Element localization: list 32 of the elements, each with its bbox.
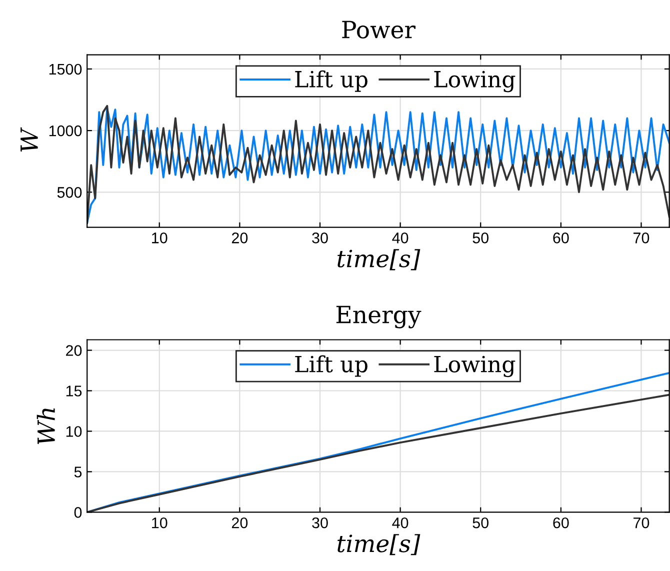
x-tick-label: 40 bbox=[392, 517, 408, 528]
x-tick-label: 50 bbox=[472, 232, 489, 244]
x-tick-label: 10 bbox=[152, 232, 168, 244]
y-tick-label: 0 bbox=[74, 507, 82, 518]
x-tick-label: 50 bbox=[472, 517, 489, 528]
legend-label: Lift up bbox=[295, 70, 368, 92]
x-tick-label: 70 bbox=[634, 517, 650, 528]
x-axis-title: time[s] bbox=[338, 534, 420, 556]
y-tick-label: 1500 bbox=[49, 64, 82, 75]
legend-label: Lowing bbox=[434, 356, 516, 378]
legend-label: Lowing bbox=[434, 70, 516, 92]
chart-title: Power bbox=[342, 20, 416, 38]
chart-title: Energy bbox=[336, 306, 422, 328]
x-tick-label: 60 bbox=[553, 517, 569, 528]
y-tick-label: 5 bbox=[74, 466, 82, 478]
y-tick-label: 1000 bbox=[49, 125, 82, 136]
legend-label: Lift up bbox=[295, 355, 368, 377]
x-tick-label: 70 bbox=[634, 232, 650, 244]
x-tick-label: 20 bbox=[232, 232, 248, 244]
y-tick-label: 500 bbox=[57, 187, 82, 198]
x-tick-label: 40 bbox=[392, 232, 408, 244]
x-tick-label: 30 bbox=[312, 517, 328, 528]
x-tick-label: 30 bbox=[312, 232, 328, 244]
x-axis-title: time[s] bbox=[338, 249, 420, 270]
y-tick-label: 15 bbox=[66, 386, 82, 396]
y-axis-title: Wh bbox=[36, 408, 55, 444]
y-tick-label: 20 bbox=[66, 345, 82, 356]
x-tick-label: 10 bbox=[152, 517, 168, 528]
y-axis-title: W bbox=[20, 127, 38, 152]
y-tick-label: 10 bbox=[66, 426, 82, 437]
x-tick-label: 20 bbox=[232, 517, 248, 528]
x-tick-label: 60 bbox=[553, 232, 569, 244]
